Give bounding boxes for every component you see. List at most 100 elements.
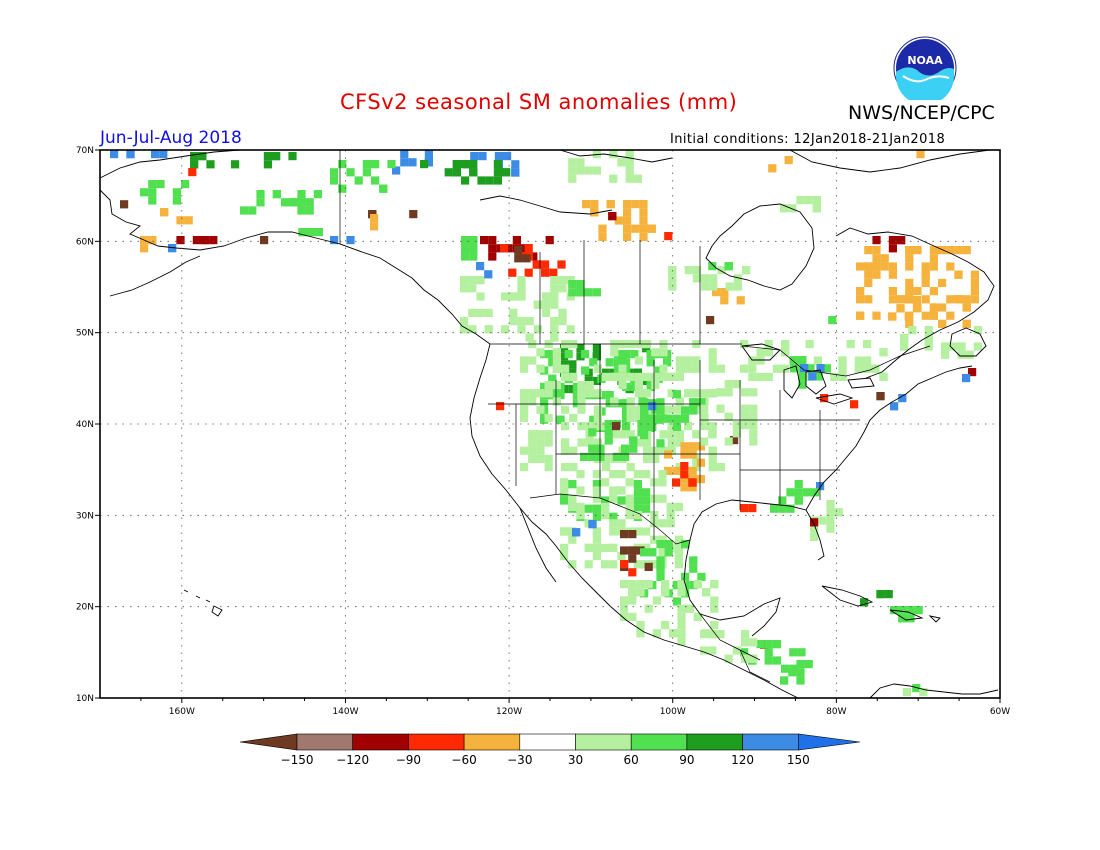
lat-tick-label: 70N — [76, 146, 94, 156]
anomaly-cell — [642, 527, 651, 536]
anomaly-cell — [802, 488, 811, 497]
anomaly-cell — [634, 356, 643, 365]
anomaly-cell — [500, 244, 509, 253]
anomaly-cell — [872, 270, 881, 279]
anomaly-cell — [864, 246, 873, 255]
anomaly-cell — [612, 422, 621, 431]
anomaly-cell — [929, 287, 938, 296]
anomaly-cell — [536, 405, 545, 414]
colorbar-label: −120 — [336, 753, 369, 767]
anomaly-cell — [658, 519, 667, 528]
anomaly-cell — [533, 325, 542, 334]
anomaly-cell — [606, 200, 615, 209]
anomaly-cell — [708, 463, 717, 472]
anomaly-cell — [651, 372, 660, 381]
anomaly-cell — [541, 268, 550, 277]
anomaly-cell — [569, 413, 578, 422]
anomaly-cell — [772, 364, 781, 373]
anomaly-cell — [663, 358, 672, 367]
anomaly-cell — [778, 496, 787, 505]
anomaly-cell — [508, 268, 517, 277]
anomaly-cell — [968, 368, 977, 377]
anomaly-cell — [148, 180, 157, 189]
anomaly-cell — [888, 244, 897, 253]
anomaly-cell — [512, 236, 521, 245]
anomaly-cell — [710, 580, 719, 589]
anomaly-cell — [808, 372, 817, 381]
anomaly-cell — [520, 364, 529, 373]
anomaly-cell — [550, 333, 559, 342]
anomaly-cell — [634, 389, 643, 398]
anomaly-cell — [626, 430, 635, 439]
anomaly-cell — [560, 352, 569, 361]
anomaly-cell — [520, 356, 529, 365]
anomaly-cell — [576, 344, 585, 353]
anomaly-cell — [921, 262, 930, 271]
anomaly-cell — [628, 554, 637, 563]
anomaly-cell — [826, 516, 835, 525]
anomaly-cell — [732, 380, 741, 389]
anomaly-cell — [668, 274, 677, 283]
anomaly-cell — [677, 612, 686, 621]
anomaly-cell — [708, 630, 717, 639]
anomaly-cell — [659, 372, 668, 381]
anomaly-cell — [550, 317, 559, 326]
anomaly-cell — [520, 413, 529, 422]
anomaly-cell — [708, 262, 717, 271]
anomaly-cell — [656, 572, 665, 581]
colorbar-segment — [296, 733, 354, 751]
colorbar-label: 90 — [679, 753, 694, 767]
anomaly-cell — [684, 364, 693, 373]
anomaly-cell — [568, 480, 577, 489]
anomaly-cell — [637, 428, 646, 437]
anomaly-cell — [902, 688, 911, 697]
anomaly-cell — [929, 254, 938, 263]
anomaly-cell — [794, 488, 803, 497]
anomaly-cell — [689, 556, 698, 565]
anomaly-cell — [618, 364, 627, 373]
anomaly-cell — [677, 629, 686, 638]
anomaly-cell — [692, 364, 701, 373]
anomaly-cell — [826, 524, 835, 533]
anomaly-cell — [156, 180, 165, 189]
anomaly-cell — [617, 496, 626, 505]
anomaly-cell — [716, 630, 725, 639]
anomaly-cell — [585, 381, 594, 390]
anomaly-cell — [625, 502, 634, 511]
anomaly-cell — [949, 342, 958, 351]
colorbar-segment — [742, 733, 799, 751]
anomaly-cell — [672, 597, 681, 606]
anomaly-cell — [528, 438, 537, 447]
anomaly-cell — [680, 470, 689, 479]
anomaly-cell — [661, 588, 670, 597]
anomaly-cell — [648, 402, 657, 411]
anomaly-cell — [672, 466, 681, 475]
anomaly-cell — [677, 588, 686, 597]
noaa-logo: NOAA — [893, 36, 957, 100]
colorbar-segment — [408, 733, 465, 751]
anomaly-cell — [905, 254, 914, 263]
anomaly-cell — [602, 372, 611, 381]
anomaly-cell — [677, 621, 686, 630]
anomaly-cell — [912, 684, 921, 693]
anomaly-cell — [151, 150, 160, 159]
colorbar-label: 150 — [787, 753, 810, 767]
anomaly-cell — [672, 414, 681, 423]
anomaly-cell — [476, 292, 485, 301]
anomaly-cell — [850, 400, 859, 409]
anomaly-cell — [484, 308, 493, 317]
anomaly-cell — [973, 326, 982, 335]
anomaly-cell — [240, 206, 249, 215]
anomaly-cell — [646, 350, 655, 359]
anomaly-cell — [572, 382, 581, 391]
anomaly-cell — [629, 444, 638, 453]
anomaly-cell — [904, 312, 913, 321]
anomaly-cell — [601, 543, 610, 552]
anomaly-cell — [884, 590, 893, 599]
anomaly-cell — [542, 292, 551, 301]
anomaly-cell — [898, 394, 907, 403]
anomaly-cell — [536, 364, 545, 373]
anomaly-cell — [688, 466, 697, 475]
anomaly-cell — [201, 236, 210, 245]
anomaly-cell — [749, 412, 758, 421]
